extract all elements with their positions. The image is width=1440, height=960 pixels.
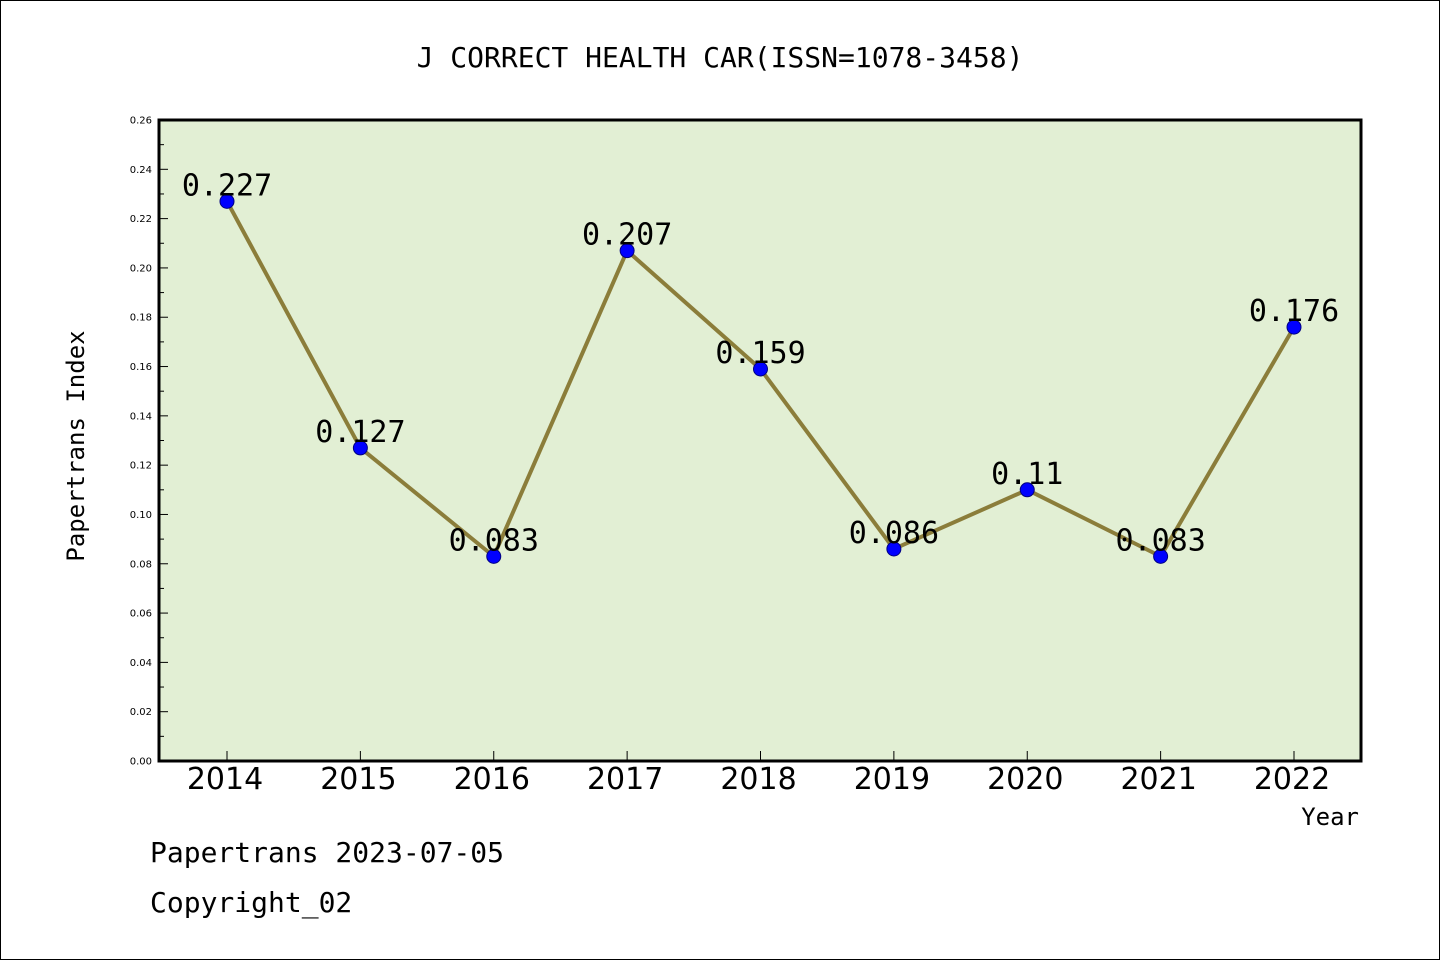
footer-copyright: Copyright_02	[150, 886, 353, 919]
data-label: 0.159	[715, 336, 805, 371]
x-axis-label: Year	[1301, 803, 1359, 831]
x-tick-label: 2016	[454, 762, 530, 797]
data-label: 0.207	[582, 218, 672, 253]
data-point	[1153, 548, 1169, 564]
y-tick-label: 0.10	[130, 510, 152, 521]
y-tick-label: 0.12	[130, 461, 152, 472]
data-point	[619, 243, 635, 259]
data-labels: 0.227 0.127 0.083 0.207 0.159 0.086 0.11 0.083 0…	[182, 168, 1339, 558]
y-tick-label: 0.14	[130, 411, 152, 422]
x-tick-label: 2022	[1254, 762, 1330, 797]
data-label: 0.086	[849, 516, 939, 551]
data-label: 0.11	[991, 457, 1063, 492]
y-tick-label: 0.08	[130, 559, 152, 570]
y-tick-label: 0.22	[130, 214, 152, 225]
series-markers	[219, 193, 1302, 564]
footer-source: Papertrans 2023-07-05	[150, 836, 505, 869]
data-label: 0.083	[1115, 523, 1205, 558]
data-point	[219, 193, 235, 209]
y-tick-label: 0.02	[130, 707, 152, 718]
y-tick-label: 0.16	[130, 362, 152, 373]
x-tick-label: 2014	[187, 762, 263, 797]
data-point	[886, 541, 902, 557]
data-label: 0.227	[182, 168, 272, 203]
data-point	[352, 440, 368, 456]
y-tick-label: 0.26	[130, 116, 152, 127]
y-axis-label: Papertrans Index	[62, 330, 90, 561]
data-label: 0.176	[1249, 294, 1339, 329]
x-axis-ticks: 2014 2015 2016 2017 2018 2019 2020 2021 2022	[187, 751, 1330, 797]
data-point	[753, 361, 768, 377]
x-tick-label: 2017	[587, 762, 663, 797]
data-point	[486, 548, 502, 564]
data-point	[1286, 319, 1302, 335]
y-axis-ticks: 0.00 0.02 0.04 0.06 0.08 0.10 0.12 0.14 0.16 0.18…	[130, 116, 168, 768]
x-tick-label: 2020	[987, 762, 1063, 797]
data-label: 0.083	[449, 523, 539, 558]
x-tick-label: 2015	[320, 762, 396, 797]
data-label: 0.127	[315, 415, 405, 450]
x-tick-label: 2018	[720, 762, 796, 797]
y-tick-label: 0.18	[130, 313, 152, 324]
y-tick-label: 0.04	[130, 658, 152, 669]
y-tick-label: 0.06	[130, 609, 152, 620]
y-tick-label: 0.20	[130, 263, 152, 274]
y-tick-label: 0.00	[130, 757, 152, 768]
x-tick-label: 2019	[854, 762, 930, 797]
y-tick-label: 0.24	[130, 165, 152, 176]
x-tick-label: 2021	[1120, 762, 1196, 797]
data-point	[1019, 482, 1035, 498]
chart-title: J CORRECT HEALTH CAR(ISSN=1078-3458)	[417, 41, 1024, 74]
